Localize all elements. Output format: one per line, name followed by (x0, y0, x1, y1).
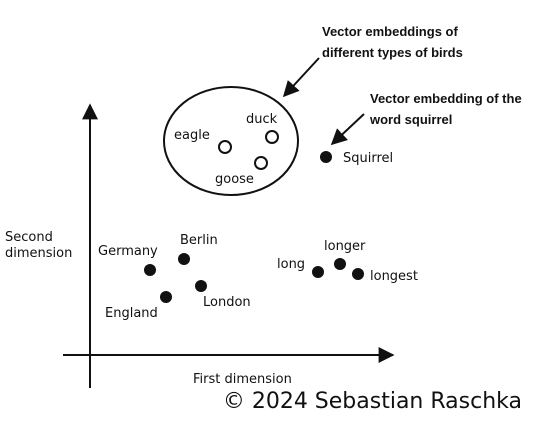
point-goose-label: goose (215, 172, 254, 187)
point-berlin-label: Berlin (180, 233, 218, 248)
point-long-marker (312, 266, 324, 278)
annotation-squirrel-arrow (330, 113, 365, 146)
point-goose-marker (254, 156, 268, 170)
birds-cluster-ellipse (163, 86, 299, 196)
y-axis-label-line-2: dimension (5, 246, 72, 261)
point-london-marker (195, 280, 207, 292)
point-london-label: London (203, 295, 251, 310)
point-longer-marker (334, 258, 346, 270)
point-long-label: long (277, 257, 305, 272)
point-eagle-marker (218, 140, 232, 154)
annotation-squirrel-line-2: word squirrel (369, 112, 452, 127)
point-squirrel-marker (320, 151, 332, 163)
point-longest-marker (352, 268, 364, 280)
annotation-squirrel-line-1: Vector embedding of the (370, 91, 522, 106)
annotation-birds-line-1: Vector embeddings of (322, 24, 458, 39)
point-germany-label: Germany (98, 244, 158, 259)
y-axis-label-line-1: Second (5, 230, 53, 245)
point-berlin-marker (178, 253, 190, 265)
point-eagle-label: eagle (174, 128, 210, 143)
point-duck-label: duck (246, 112, 278, 127)
copyright-credit: © 2024 Sebastian Raschka (223, 389, 522, 414)
point-duck-marker (265, 130, 279, 144)
point-england-marker (160, 291, 172, 303)
point-england-label: England (105, 306, 158, 321)
point-longer-label: longer (324, 239, 366, 254)
annotation-birds-arrow (282, 57, 320, 98)
point-squirrel-label: Squirrel (343, 151, 393, 166)
annotation-birds-line-2: different types of birds (322, 45, 463, 60)
point-germany-marker (144, 264, 156, 276)
x-axis-label: First dimension (193, 372, 292, 387)
point-longest-label: longest (370, 269, 418, 284)
